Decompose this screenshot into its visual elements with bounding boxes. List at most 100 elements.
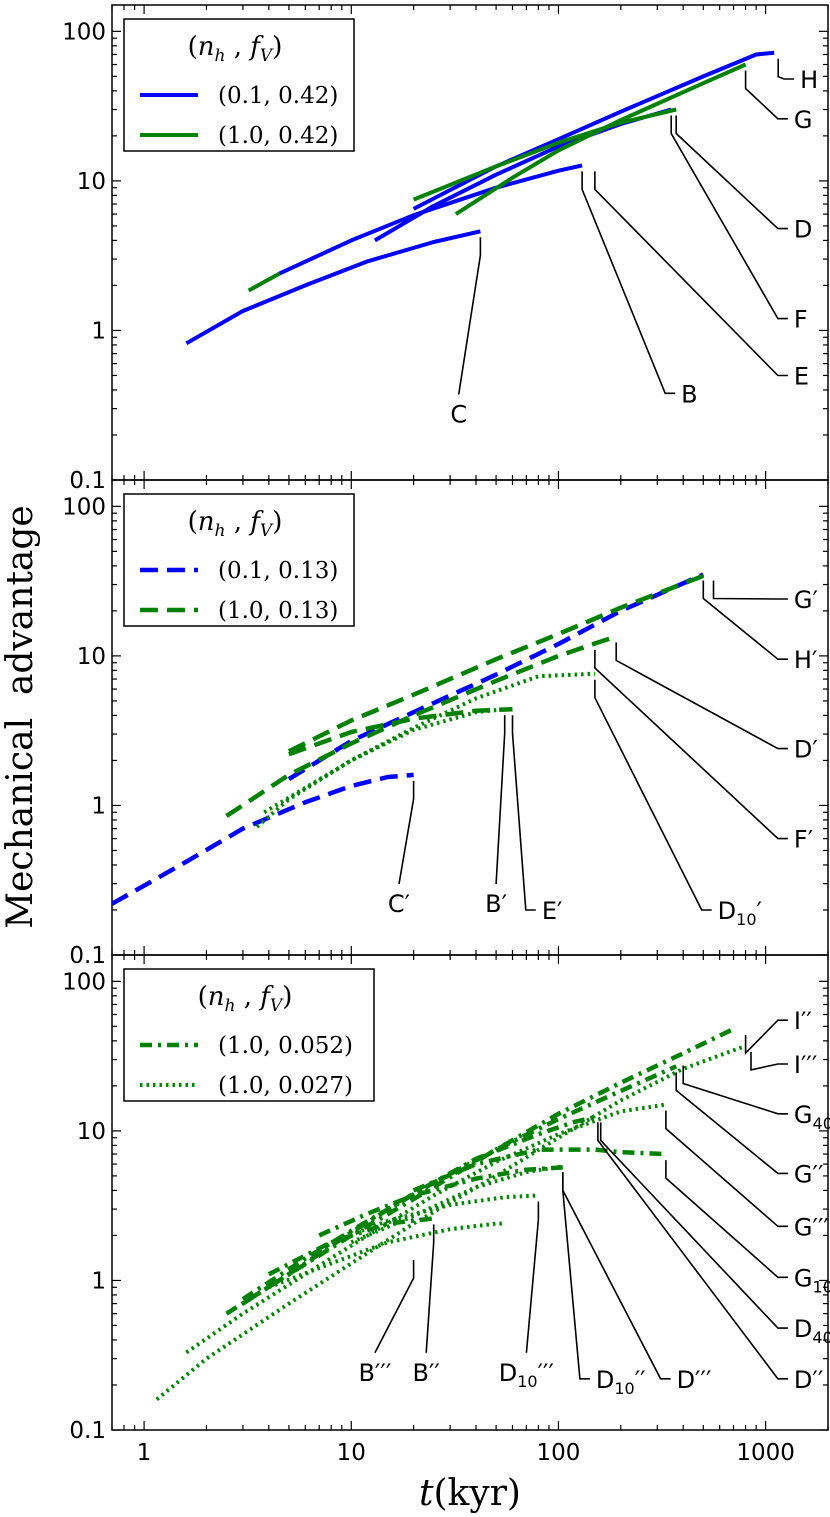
series-C [185,229,481,346]
y-tick-label: 100 [62,969,106,995]
series-C' [112,772,414,906]
annotation-label: B′′ [413,1359,440,1387]
x-axis-label: t(kyr) [419,1473,521,1514]
annotation-label: G′′′ [794,1213,829,1241]
leader-line [744,70,788,120]
annotation-label: G′′ [794,1160,824,1188]
legend-box [123,493,355,627]
legend-label: (1.0, 0.052) [218,1033,353,1059]
legend: (nh , fV)(0.1, 0.13)(1.0, 0.13) [123,493,355,627]
y-tick-label: 10 [77,169,106,195]
leader-line [670,115,788,320]
leader-line [594,679,712,911]
legend: (nh , fV)(0.1, 0.42)(1.0, 0.42) [123,18,355,152]
annotation-label: B [681,380,697,408]
series-E [247,271,281,293]
annotation-label: D40′′ [794,1315,830,1347]
leader-line [594,650,788,840]
annotation-label: E [794,362,809,390]
y-tick-label: 0.1 [69,1418,106,1444]
series-I''' [155,1044,747,1402]
leader-line [750,1051,788,1071]
legend-label: (1.0, 0.13) [218,598,338,624]
series-group [112,572,708,906]
series-D10''' [330,1193,539,1245]
x-tick-label: 10 [337,1440,366,1466]
legend-label: (0.1, 0.42) [218,83,338,109]
annotation-label: G40′′ [794,1101,830,1133]
annotation-label: H′ [794,646,818,674]
annotation-label: B′ [485,890,507,918]
annotation-label: F′ [794,826,813,854]
annotation-label: D10′′′ [499,1359,554,1391]
annotation-label: D10′ [718,897,762,929]
annotation-label: D′′ [794,1366,823,1394]
y-tick-label: 1 [91,1268,106,1294]
annotation-label: B′′′ [358,1359,391,1387]
y-tick-label: 10 [77,644,106,670]
legend-label: (1.0, 0.42) [218,123,338,149]
leader-line [374,1260,415,1354]
leader-line [599,1122,788,1329]
series-G10'' [412,1147,666,1193]
legend-title: (nh , fV) [198,982,293,1016]
series-G' [287,572,708,754]
series-group [155,1026,747,1402]
series-G''' [185,1102,667,1355]
series-E' [263,707,505,815]
series-D [412,107,677,202]
annotation-label: G [794,106,813,134]
leader-line [712,580,788,600]
x-tick-label: 100 [536,1440,580,1466]
leader-line [511,715,536,911]
annotation-label: D10′′ [596,1366,646,1398]
series-H' [287,572,705,782]
annotation-label: I′′′ [794,1051,817,1079]
annotation-label: G′ [794,586,818,614]
y-tick-label: 100 [62,494,106,520]
plot-frame [111,954,829,1431]
leader-line [665,1110,788,1228]
legend-box [123,18,355,152]
leader-line [597,1122,788,1380]
y-tick-label: 1 [91,793,106,819]
legend-label: (0.1, 0.13) [218,558,338,584]
y-tick-label: 1 [91,318,106,344]
series-B [278,163,583,276]
annotation-label: D′ [794,736,818,764]
leader-line [457,237,482,395]
annotation-label: E′ [542,897,563,925]
leader-line [398,780,415,885]
x-tick-label: 1 [137,1440,152,1466]
panel-3: 1 10 100 0.1 1 10 100 1000 I′′ I′′′ G40′′ G′′ G′′′ G1… [62,954,830,1466]
leader-line [615,642,788,750]
leader-line [682,1065,788,1115]
y-tick-label: 0.1 [69,943,106,969]
annotation-label: D [794,216,812,244]
y-tick-label: 100 [62,19,106,45]
series-G'' [241,1064,678,1301]
leader-line [525,1201,540,1353]
y-tick-label: 10 [77,1119,106,1145]
leader-line [561,1172,671,1380]
series-group [185,50,775,346]
leader-line [744,1019,788,1055]
series-B'' [267,1216,434,1277]
leader-line [581,171,676,395]
leader-line [594,171,788,377]
leader-line [425,1224,435,1353]
leader-line [675,115,788,230]
annotation-label: C [450,400,467,428]
leader-line [665,1160,788,1279]
annotation-label: G10′′ [794,1264,830,1296]
legend: (nh , fV) (1.0, 0.052) (1.0, 0.027) [123,968,375,1102]
series-G [454,62,747,216]
series-B''' [268,1221,505,1290]
annotation-label: C′ [388,890,410,918]
legend-label: (1.0, 0.027) [218,1073,353,1099]
series-I'' [225,1026,735,1316]
leader-line [495,715,506,885]
x-tick-label: 1000 [736,1440,795,1466]
